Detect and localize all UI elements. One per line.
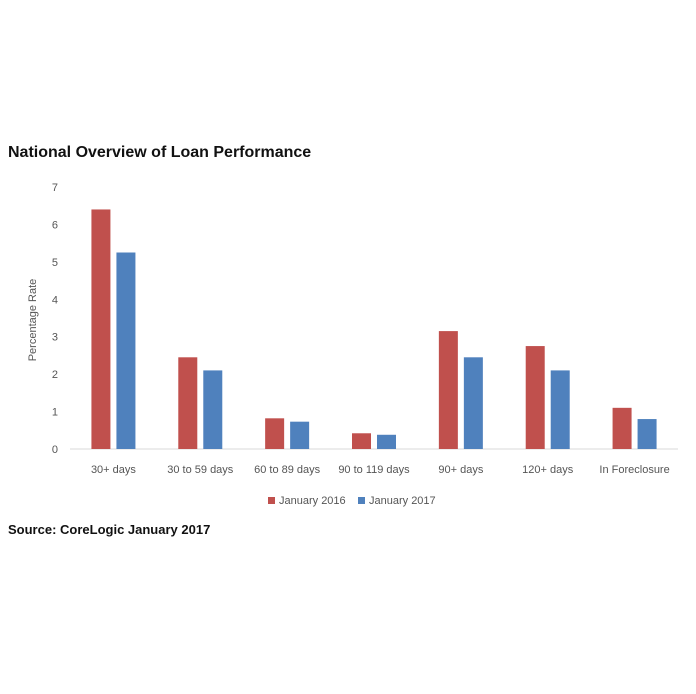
y-axis: 0 1 2 3 4 5 6 7 bbox=[52, 182, 58, 456]
legend: January 2016 January 2017 bbox=[268, 495, 436, 507]
bar-jan2016 bbox=[265, 418, 285, 449]
bar-jan2017 bbox=[290, 421, 310, 449]
legend-label: January 2016 bbox=[279, 495, 346, 507]
x-tick-label: In Foreclosure bbox=[599, 464, 669, 476]
bar-jan2017 bbox=[116, 252, 136, 449]
bars-group bbox=[91, 209, 657, 449]
bar-jan2016 bbox=[525, 346, 545, 449]
bar-jan2016 bbox=[612, 407, 632, 449]
y-tick-label: 3 bbox=[52, 332, 58, 344]
y-tick-label: 5 bbox=[52, 257, 58, 269]
y-tick-label: 6 bbox=[52, 219, 58, 231]
y-tick-label: 4 bbox=[52, 294, 58, 306]
bar-jan2017 bbox=[637, 419, 657, 449]
chart-title: National Overview of Loan Performance bbox=[8, 144, 312, 161]
bar-jan2016 bbox=[352, 433, 371, 449]
x-tick-label: 60 to 89 days bbox=[254, 464, 321, 476]
x-tick-label: 90+ days bbox=[438, 464, 483, 476]
bar-jan2016 bbox=[438, 331, 458, 449]
bar-jan2017 bbox=[377, 434, 396, 449]
legend-label: January 2017 bbox=[369, 495, 436, 507]
y-tick-label: 0 bbox=[52, 444, 58, 456]
y-tick-label: 2 bbox=[52, 369, 58, 381]
x-tick-label: 30 to 59 days bbox=[167, 464, 234, 476]
legend-swatch bbox=[268, 497, 275, 504]
x-tick-label: 30+ days bbox=[91, 464, 136, 476]
bar-jan2016 bbox=[178, 357, 198, 449]
y-tick-label: 7 bbox=[52, 182, 58, 194]
bar-jan2016 bbox=[91, 209, 111, 449]
x-tick-label: 90 to 119 days bbox=[338, 464, 410, 476]
x-tick-label: 120+ days bbox=[522, 464, 574, 476]
legend-swatch bbox=[358, 497, 365, 504]
y-tick-label: 1 bbox=[52, 407, 58, 419]
bar-jan2017 bbox=[463, 357, 483, 449]
bar-jan2017 bbox=[550, 370, 570, 449]
y-axis-title: Percentage Rate bbox=[27, 279, 39, 362]
x-axis: 30+ days 30 to 59 days 60 to 89 days 90 to … bbox=[91, 464, 670, 476]
bar-jan2017 bbox=[203, 370, 223, 449]
source-note: Source: CoreLogic January 2017 bbox=[8, 522, 211, 537]
